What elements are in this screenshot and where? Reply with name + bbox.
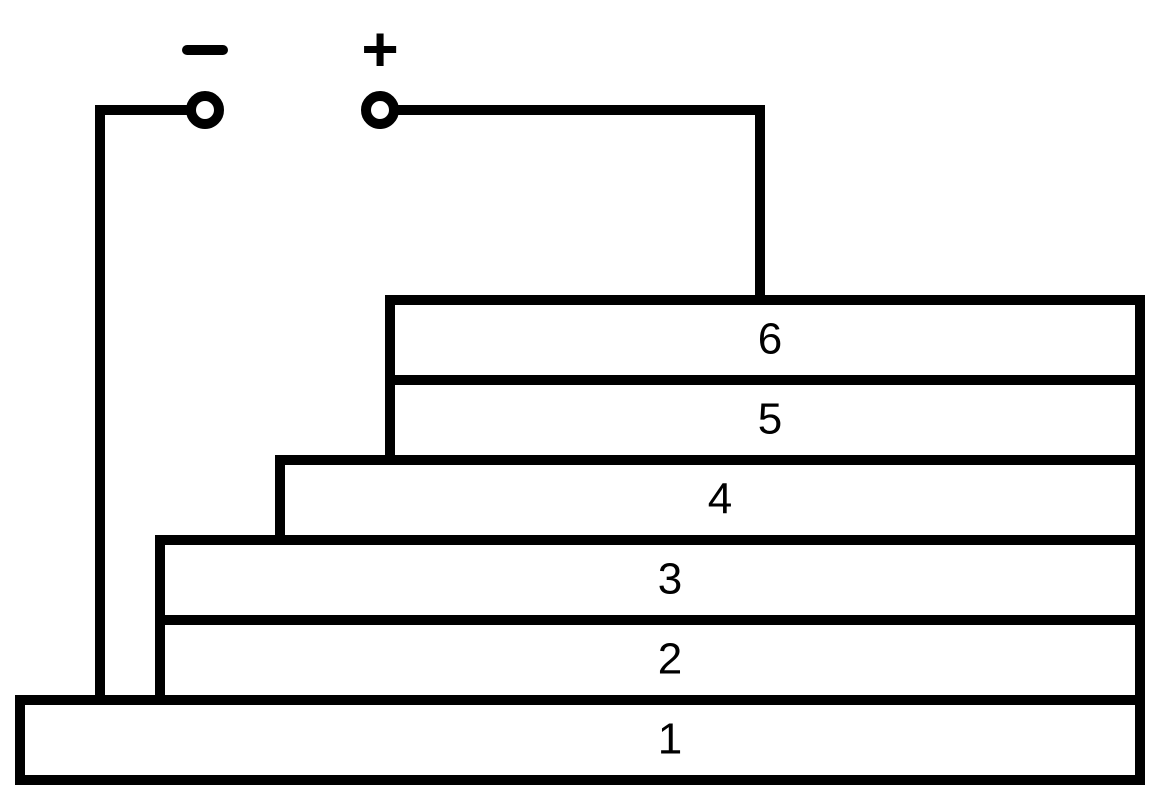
layer-1-label: 1	[658, 715, 682, 764]
layer-6: 6	[390, 300, 1140, 380]
layer-2-label: 2	[658, 635, 682, 684]
layer-5-label: 5	[758, 395, 782, 444]
terminal-negative	[191, 96, 219, 124]
layer-2: 2	[160, 620, 1140, 700]
layer-4: 4	[280, 460, 1140, 540]
layer-4-label: 4	[708, 475, 732, 524]
layer-2-rect	[160, 620, 1140, 700]
layer-1-rect	[20, 700, 1140, 780]
layer-1: 1	[20, 700, 1140, 780]
layer-6-label: 6	[758, 315, 782, 364]
layer-stack-diagram: 1 2 345 6 +	[0, 0, 1160, 795]
plus-sign-icon: +	[361, 13, 398, 85]
layer-3-rect	[160, 540, 1140, 620]
layer-5: 5	[390, 380, 1140, 460]
layer-3-label: 3	[658, 555, 682, 604]
layer-3: 3	[160, 540, 1140, 620]
terminal-positive	[366, 96, 394, 124]
